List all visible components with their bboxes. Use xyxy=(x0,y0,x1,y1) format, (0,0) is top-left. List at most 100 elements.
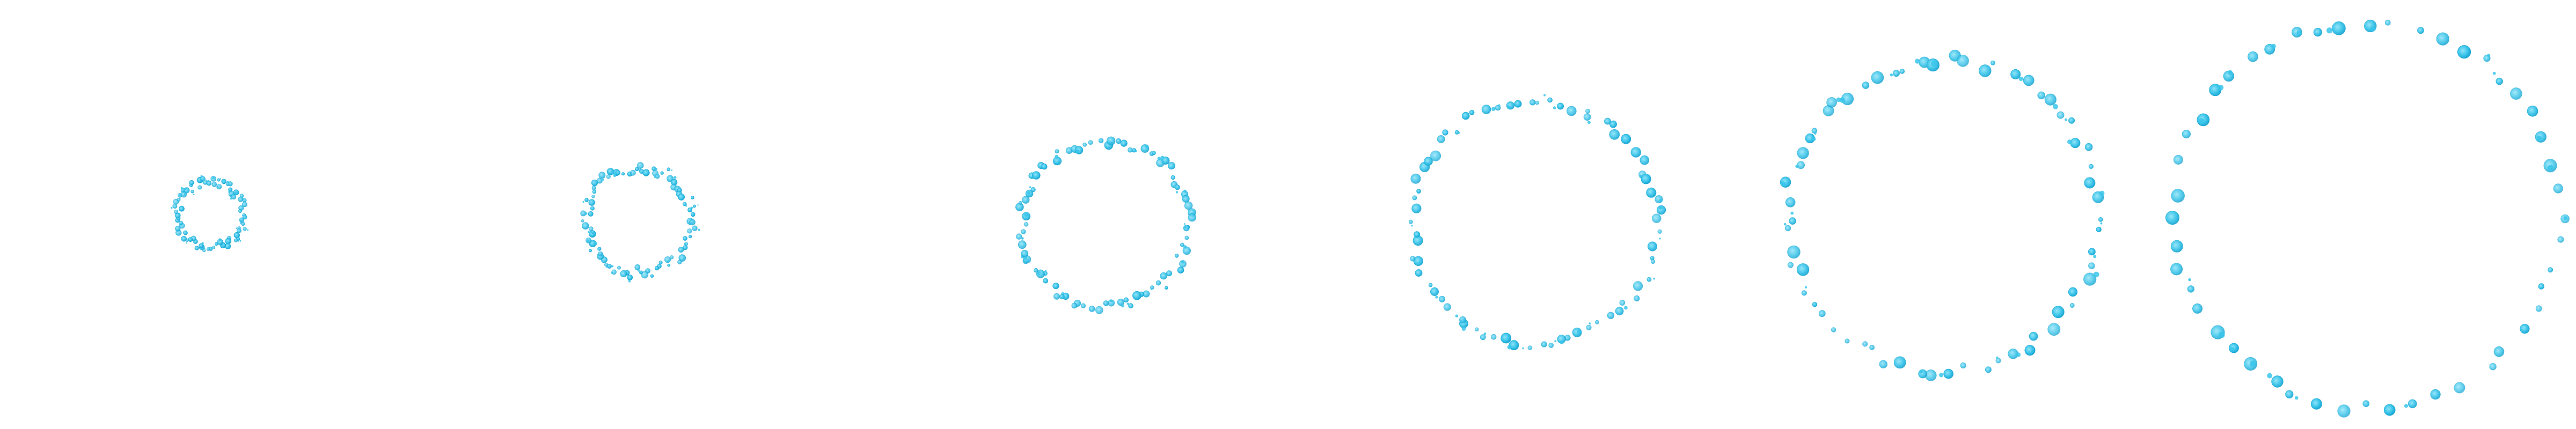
particle-dot xyxy=(1019,201,1022,205)
particle-dot xyxy=(1541,341,1547,347)
particle-dot xyxy=(1621,134,1631,144)
particle-dot xyxy=(211,182,217,187)
particle-dot xyxy=(654,266,660,271)
particle-dot xyxy=(1055,149,1059,154)
particle-dot xyxy=(2068,117,2075,124)
particle-dot xyxy=(2057,111,2065,119)
particle-dot xyxy=(2029,331,2038,341)
particle-dot xyxy=(1132,291,1141,300)
particle-dot xyxy=(2436,32,2449,46)
particle-dot xyxy=(1030,187,1036,193)
particle-dot xyxy=(1811,128,1818,134)
particle-dot xyxy=(691,196,694,199)
particle-dot xyxy=(1117,298,1124,306)
particle-fleck xyxy=(1055,154,1059,159)
particle-dot xyxy=(2047,323,2061,336)
particle-fleck xyxy=(1024,213,1028,217)
particle-fleck xyxy=(2053,103,2058,109)
particle-dot xyxy=(1033,268,1038,273)
particle-fleck xyxy=(697,204,699,206)
particle-dot xyxy=(596,177,603,184)
particle-dot xyxy=(1657,229,1662,234)
particle-fleck xyxy=(181,222,183,225)
particle-dot xyxy=(641,271,649,279)
particle-dot xyxy=(172,203,178,209)
particle-dot xyxy=(1646,187,1657,198)
particle-dot xyxy=(236,228,241,233)
particle-dot xyxy=(1957,55,1969,67)
particle-dot xyxy=(242,198,247,203)
particle-dot xyxy=(1424,157,1433,166)
ring-frame-3 xyxy=(1015,136,1196,314)
particle-fleck xyxy=(1811,137,1816,141)
particle-fleck xyxy=(2536,135,2542,140)
particle-dot xyxy=(678,193,685,201)
particle-fleck xyxy=(1183,245,1187,249)
particle-dot xyxy=(592,189,597,194)
particle-dot xyxy=(1529,99,1536,106)
particle-fleck xyxy=(1996,356,1999,359)
particle-fleck xyxy=(1553,106,1556,109)
particle-dot xyxy=(1893,356,1906,369)
particle-fleck xyxy=(582,201,584,203)
particle-dot xyxy=(1812,302,1818,307)
particle-fleck xyxy=(2188,278,2191,282)
particle-dot xyxy=(217,178,221,182)
particle-dot xyxy=(1869,345,1875,350)
particle-fleck xyxy=(1659,198,1663,203)
particle-fleck xyxy=(587,239,589,242)
particle-dot xyxy=(636,162,644,169)
particle-fleck xyxy=(2249,360,2256,367)
particle-fleck xyxy=(2271,43,2276,49)
particle-dot xyxy=(1021,249,1029,257)
particle-dot xyxy=(693,204,696,208)
particle-dot xyxy=(188,237,193,242)
particle-dot xyxy=(687,207,693,212)
particle-dot xyxy=(2023,75,2035,86)
particle-fleck xyxy=(606,266,608,268)
particle-fleck xyxy=(1027,191,1031,195)
particle-dot xyxy=(1442,129,1448,136)
particle-dot xyxy=(683,236,687,241)
particle-fleck xyxy=(1435,295,1438,299)
particle-dot xyxy=(598,172,606,179)
particle-dot xyxy=(212,245,216,249)
particle-dot xyxy=(1634,295,1640,302)
particle-fleck xyxy=(667,260,670,263)
particle-dot xyxy=(591,195,595,198)
particle-dot xyxy=(1607,312,1615,319)
particle-fleck xyxy=(2093,271,2099,278)
particle-dot xyxy=(183,230,188,235)
particle-fleck xyxy=(1543,94,1546,97)
particle-dot xyxy=(1174,253,1179,258)
particle-dot xyxy=(1098,138,1104,143)
particle-fleck xyxy=(1021,237,1024,240)
particle-dot xyxy=(1177,267,1184,274)
particle-dot xyxy=(1437,135,1445,143)
particle-dot xyxy=(1411,203,1422,213)
particle-fleck xyxy=(594,242,598,246)
particle-dot xyxy=(667,263,670,267)
particle-dot xyxy=(2332,21,2346,35)
particle-dot xyxy=(1188,213,1196,222)
particle-fleck xyxy=(614,171,617,173)
particle-fleck xyxy=(227,181,229,183)
particle-dot xyxy=(228,181,233,187)
particle-dot xyxy=(2024,345,2036,356)
particle-dot xyxy=(2010,69,2021,80)
particle-dot xyxy=(1430,287,1439,296)
particle-fleck xyxy=(1919,369,1923,374)
particle-dot xyxy=(1053,293,1060,300)
particle-dot xyxy=(584,198,589,202)
particle-dot xyxy=(678,247,684,253)
particle-fleck xyxy=(684,243,686,246)
particle-dot xyxy=(604,263,609,267)
particle-dot xyxy=(1548,343,1554,348)
particle-dot xyxy=(1646,277,1652,282)
particle-fleck xyxy=(2229,347,2235,352)
particle-dot xyxy=(688,234,692,239)
particle-dot xyxy=(1633,281,1643,291)
particle-dot xyxy=(2052,306,2065,319)
particle-fleck xyxy=(2067,139,2072,144)
ring-frame-1 xyxy=(170,175,249,253)
